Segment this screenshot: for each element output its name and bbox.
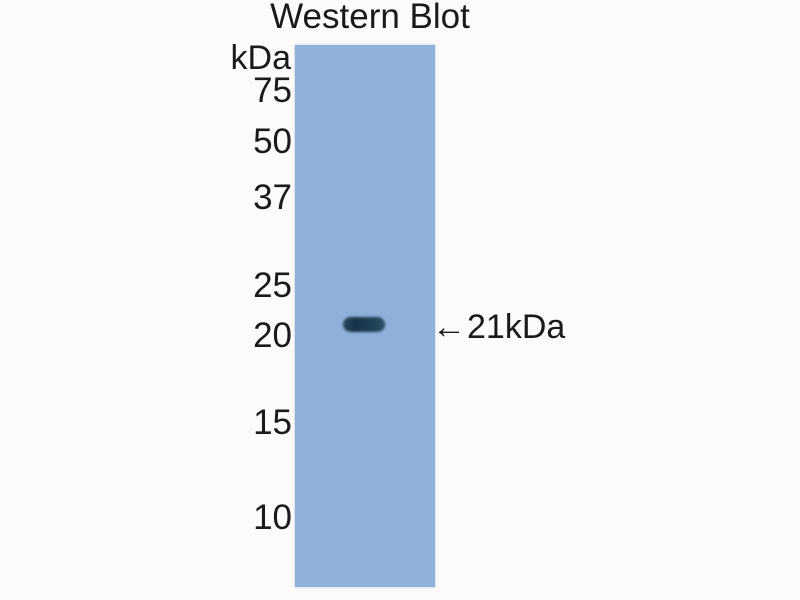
marker-37: 37 xyxy=(253,178,292,217)
band-size-label: 21kDa xyxy=(467,308,566,346)
figure-title: Western Blot xyxy=(270,0,470,36)
left-arrow-icon: ← xyxy=(432,308,466,346)
marker-15: 15 xyxy=(253,403,292,442)
marker-75: 75 xyxy=(253,71,292,110)
marker-50: 50 xyxy=(253,122,292,161)
band-annotation: ←21kDa xyxy=(432,309,565,345)
protein-band xyxy=(343,317,385,332)
unit-label: kDa xyxy=(230,39,291,77)
blot-lane xyxy=(295,45,435,587)
marker-20: 20 xyxy=(253,316,292,355)
marker-10: 10 xyxy=(253,498,292,537)
marker-25: 25 xyxy=(253,266,292,305)
